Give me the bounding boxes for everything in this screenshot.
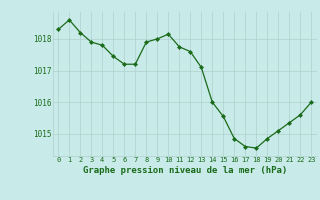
X-axis label: Graphe pression niveau de la mer (hPa): Graphe pression niveau de la mer (hPa) (83, 166, 287, 175)
